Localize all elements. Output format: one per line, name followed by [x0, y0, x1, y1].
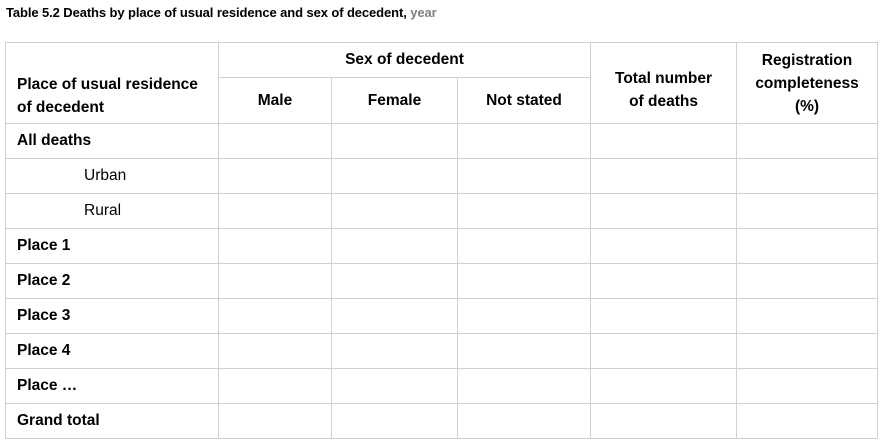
deaths-table: Place of usual residence of decedent Sex… — [5, 42, 879, 439]
registration-column-header: Registration completeness (%) — [736, 42, 879, 124]
cell-total — [590, 333, 738, 369]
place-column-header: Place of usual residence of decedent — [5, 42, 219, 124]
sex-group-header: Sex of decedent — [217, 42, 592, 78]
table-row-rural: Rural — [5, 193, 879, 229]
cell-male — [218, 158, 332, 194]
cell-not-stated — [456, 403, 592, 439]
table-caption: Table 5.2 Deaths by place of usual resid… — [6, 5, 437, 20]
table-row-all-deaths: All deaths — [5, 123, 879, 159]
cell-total — [590, 228, 738, 264]
reg-header-line2: completeness — [755, 74, 859, 92]
table-row-place-4: Place 4 — [5, 333, 879, 369]
cell-completeness — [736, 263, 879, 299]
cell-not-stated — [456, 368, 592, 404]
cell-male — [218, 298, 332, 334]
cell-male — [218, 263, 332, 299]
cell-female — [331, 333, 458, 369]
female-column-header: Female — [331, 77, 458, 124]
cell-completeness — [736, 403, 879, 439]
row-label: Place 3 — [5, 298, 219, 334]
cell-female — [331, 298, 458, 334]
header-row-2: Male Female Not stated — [6, 77, 878, 124]
cell-total — [590, 193, 738, 229]
cell-completeness — [736, 228, 879, 264]
cell-total — [590, 368, 738, 404]
cell-male — [218, 333, 332, 369]
cell-completeness — [736, 368, 879, 404]
cell-female — [331, 123, 458, 159]
cell-not-stated — [456, 228, 592, 264]
row-label: Place 1 — [5, 228, 219, 264]
table-row-place-3: Place 3 — [5, 298, 879, 334]
cell-male — [218, 368, 332, 404]
row-label: Place 4 — [5, 333, 219, 369]
total-header-line1: Total number — [615, 70, 713, 87]
row-label: Rural — [5, 193, 219, 229]
cell-female — [331, 368, 458, 404]
row-label: Urban — [5, 158, 219, 194]
year-placeholder: year — [410, 5, 437, 20]
cell-total — [590, 123, 738, 159]
total-column-header: Total number of deaths — [590, 42, 738, 124]
cell-completeness — [736, 298, 879, 334]
cell-female — [331, 158, 458, 194]
cell-not-stated — [456, 123, 592, 159]
header-row-1: Place of usual residence of decedent Sex… — [5, 42, 879, 124]
cell-not-stated — [456, 333, 592, 369]
total-header-line2: of deaths — [629, 93, 698, 110]
cell-not-stated — [456, 263, 592, 299]
not-stated-column-header: Not stated — [456, 77, 592, 124]
reg-header-line3: (%) — [794, 97, 820, 115]
table-row-place-2: Place 2 — [5, 263, 879, 299]
cell-completeness — [736, 193, 879, 229]
row-label: Place … — [5, 368, 219, 404]
cell-male — [218, 403, 332, 439]
cell-not-stated — [456, 298, 592, 334]
place-header-line2: of decedent — [17, 99, 104, 116]
cell-completeness — [736, 333, 879, 369]
cell-total — [590, 263, 738, 299]
cell-male — [218, 228, 332, 264]
table-row-urban: Urban — [5, 158, 879, 194]
place-header-line1: Place of usual residence — [17, 76, 198, 93]
table-row-grand-total: Grand total — [5, 403, 879, 439]
cell-female — [331, 228, 458, 264]
table-row-place-1: Place 1 — [5, 228, 879, 264]
cell-female — [331, 193, 458, 229]
cell-completeness — [736, 158, 879, 194]
male-column-header: Male — [218, 77, 332, 124]
cell-completeness — [736, 123, 879, 159]
cell-total — [590, 158, 738, 194]
cell-male — [218, 123, 332, 159]
cell-total — [590, 403, 738, 439]
cell-female — [331, 263, 458, 299]
cell-male — [218, 193, 332, 229]
table-title: Table 5.2 Deaths by place of usual resid… — [6, 5, 407, 20]
cell-female — [331, 403, 458, 439]
row-label: Place 2 — [5, 263, 219, 299]
cell-not-stated — [456, 193, 592, 229]
reg-header-line1: Registration — [761, 51, 853, 69]
table-row-place-more: Place … — [5, 368, 879, 404]
row-label: All deaths — [5, 123, 219, 159]
cell-not-stated — [456, 158, 592, 194]
row-label: Grand total — [5, 403, 219, 439]
cell-total — [590, 298, 738, 334]
